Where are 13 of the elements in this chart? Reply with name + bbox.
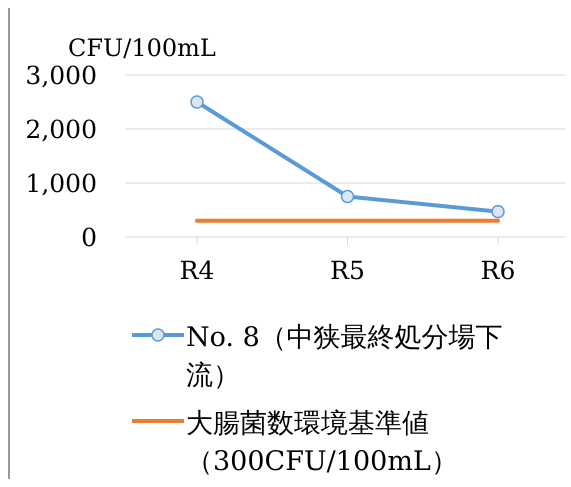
y-tick-label: 0: [81, 222, 97, 252]
x-tick-label: R4: [180, 256, 214, 285]
point: [340, 190, 354, 204]
point: [190, 95, 204, 109]
legend-label: No. 8（中狭最終処分場下流）: [186, 321, 504, 393]
x-tick-label: R5: [330, 256, 365, 285]
y-tick-label: 2,000: [25, 114, 97, 144]
y-tick-label: 3,000: [25, 60, 97, 90]
y-axis-title: CFU/100mL: [68, 34, 216, 62]
point: [491, 204, 505, 218]
legend-label: 大腸菌数環境基準値（300CFU/100mL）: [186, 407, 459, 479]
y-tick-label: 1,000: [25, 168, 97, 198]
x-tick-label: R6: [480, 256, 516, 285]
